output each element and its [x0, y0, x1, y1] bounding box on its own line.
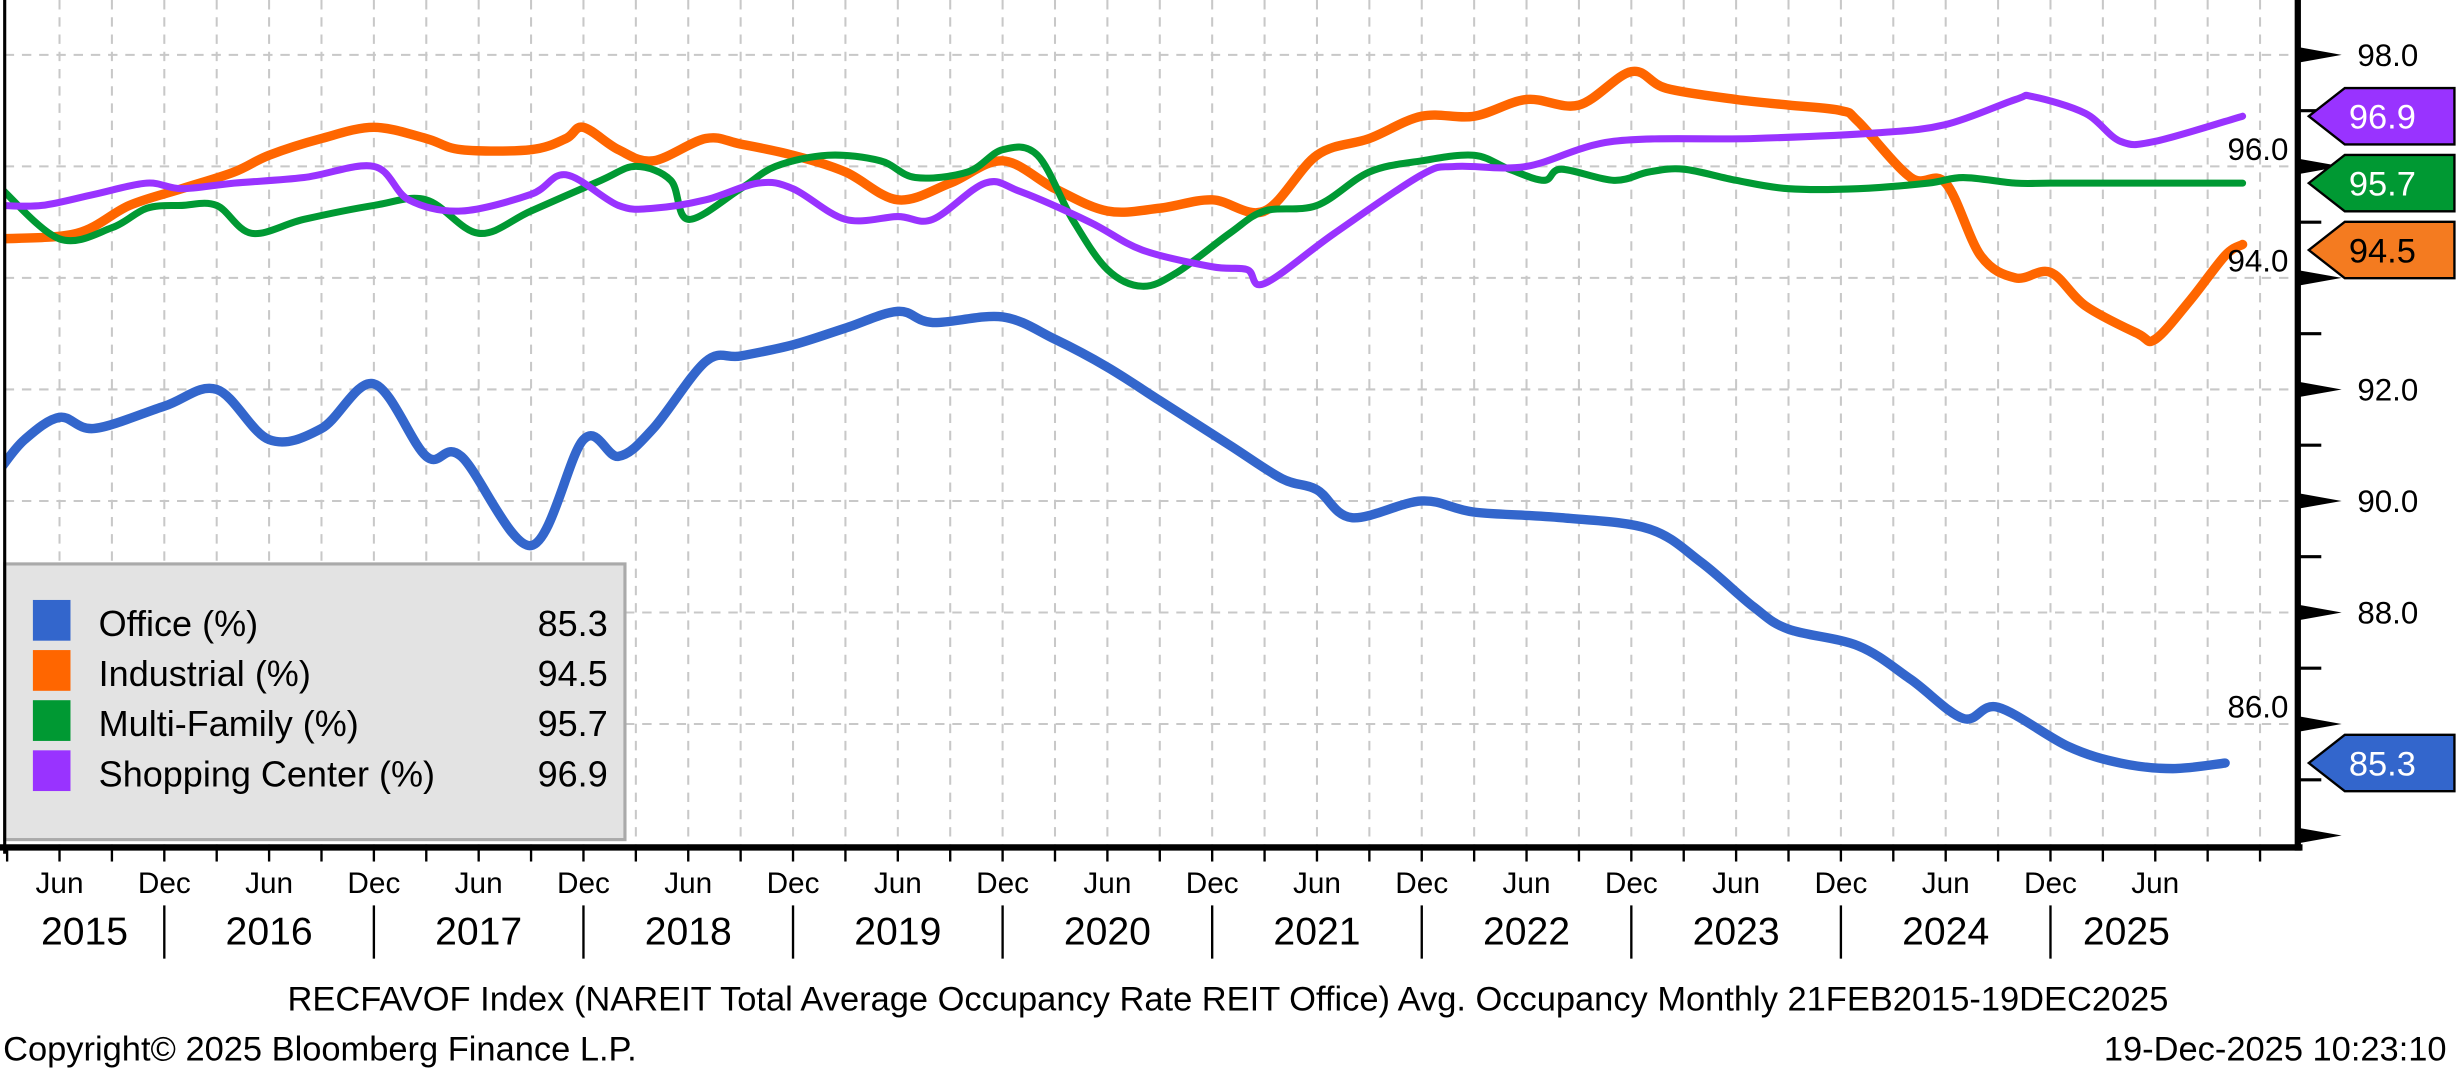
x-tick-label: Jun	[36, 867, 84, 900]
legend-label: Office (%)	[99, 603, 258, 644]
x-tick-label: Jun	[2131, 867, 2179, 900]
series-line-shopping-center	[4, 91, 2247, 289]
y-tick-label: 86.0	[2227, 690, 2288, 725]
value-tag	[2306, 220, 2456, 280]
legend-swatch	[32, 599, 71, 641]
year-label: 2023	[1693, 911, 1780, 954]
legend: Office (%) 85.3 Industrial (%) 94.5 Multi-Fa…	[3, 562, 627, 842]
y-major-tick	[2297, 493, 2342, 509]
legend-box	[3, 562, 627, 842]
x-tick-label: Jun	[1922, 867, 1970, 900]
year-label: 2025	[2083, 911, 2170, 954]
y-major-tick	[2297, 716, 2342, 732]
legend-value: 95.7	[538, 703, 608, 744]
value-tag-label: 96.9	[2349, 99, 2416, 137]
y-major-tick	[2297, 604, 2342, 621]
y-tick-label: 88.0	[2357, 595, 2418, 630]
x-tick-label: Jun	[455, 867, 503, 900]
series-line-office	[4, 306, 2230, 774]
y-tick-label: 98.0	[2357, 38, 2418, 73]
year-label: 2019	[854, 911, 941, 954]
y-tick-label: 96.0	[2227, 132, 2288, 167]
value-tag-label: 95.7	[2349, 166, 2416, 204]
x-tick-label: Jun	[1083, 867, 1131, 900]
series-line-industrial	[4, 66, 2248, 347]
legend-swatch	[32, 650, 71, 691]
legend-value: 94.5	[538, 653, 608, 694]
legend-items: Office (%) 85.3 Industrial (%) 94.5 Multi-Fa…	[32, 599, 608, 794]
x-tick-label: Jun	[245, 867, 293, 900]
chart-title: RECFAVOF Index (NAREIT Total Average Occ…	[288, 980, 2169, 1018]
x-tick-label: Dec	[1605, 867, 1658, 900]
x-axis: Jun Dec Jun Dec Jun Dec Jun Dec Jun Dec Jun Dec Jun D…	[5, 847, 2262, 959]
legend-label: Multi-Family (%)	[99, 703, 359, 744]
series-line-multi-family	[4, 143, 2247, 290]
year-label: 2017	[435, 911, 522, 954]
legend-label: Industrial (%)	[99, 653, 311, 694]
year-label: 2021	[1273, 911, 1360, 954]
legend-swatch	[32, 700, 71, 741]
x-tick-label: Jun	[874, 867, 922, 900]
legend-swatch	[32, 750, 71, 792]
year-label: 2015	[41, 911, 128, 954]
x-tick-label: Dec	[1395, 867, 1448, 900]
x-tick-label: Jun	[664, 867, 712, 900]
x-tick-label: Dec	[347, 867, 400, 900]
value-tag-label: 94.5	[2349, 233, 2416, 271]
x-tick-label: Dec	[138, 867, 191, 900]
y-axis: 86.0 88.0 90.0 92.0 94.0 96.0 98.0	[2227, 38, 2418, 844]
x-tick-label: Dec	[1186, 867, 1239, 900]
last-value-tags: 85.3 94.5 95.7 96.9	[2306, 86, 2456, 793]
y-tick-label: 92.0	[2357, 372, 2418, 407]
y-tick-label: 94.0	[2227, 244, 2288, 279]
legend-value: 85.3	[538, 603, 608, 644]
year-label: 2020	[1064, 911, 1151, 954]
y-major-tick	[2297, 270, 2342, 286]
y-major-tick	[2297, 381, 2342, 398]
y-major-tick	[2297, 47, 2342, 63]
value-tag-label: 85.3	[2349, 746, 2416, 784]
x-tick-label: Jun	[1712, 867, 1760, 900]
x-tick-label: Dec	[557, 867, 610, 900]
legend-label: Shopping Center (%)	[99, 753, 435, 794]
series-lines	[4, 66, 2248, 774]
legend-value: 96.9	[538, 753, 608, 794]
year-label: 2016	[226, 911, 313, 954]
copyright: Copyright© 2025 Bloomberg Finance L.P.	[3, 1030, 637, 1068]
x-tick-label: Dec	[767, 867, 820, 900]
year-label: 2024	[1902, 911, 1989, 954]
y-major-tick	[2297, 158, 2342, 175]
timestamp: 19-Dec-2025 10:23:10	[2104, 1030, 2447, 1068]
x-tick-label: Dec	[976, 867, 1029, 900]
value-tag	[2306, 733, 2456, 793]
year-label: 2018	[645, 911, 732, 954]
x-tick-label: Jun	[1503, 867, 1551, 900]
value-tag	[2306, 153, 2456, 213]
value-tag	[2306, 86, 2456, 146]
x-tick-label: Dec	[2024, 867, 2077, 900]
y-major-tick	[2297, 827, 2342, 844]
x-tick-label: Dec	[1814, 867, 1867, 900]
x-tick-label: Jun	[1293, 867, 1341, 900]
y-tick-label: 90.0	[2357, 484, 2418, 519]
year-label: 2022	[1483, 911, 1570, 954]
